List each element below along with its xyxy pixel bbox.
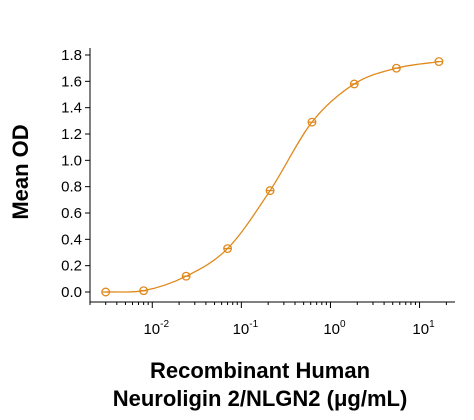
y-axis-ticks: 0.0 0.2 0.4 0.6 0.8 1.0 1.2 1.4 1.6 1.8 [61, 47, 90, 301]
data-point [349, 79, 359, 89]
y-tick-label: 0.0 [61, 284, 82, 301]
data-point [391, 63, 401, 73]
y-tick-label: 0.2 [61, 258, 82, 275]
y-tick-label: 1.2 [61, 126, 82, 143]
y-tick-label: 1.8 [61, 47, 82, 64]
y-tick-label: 1.0 [61, 152, 82, 169]
x-tick-label: 10-1 [233, 319, 259, 338]
data-point [223, 244, 233, 253]
data-point [265, 186, 275, 196]
y-tick-label: 0.4 [61, 231, 82, 248]
data-point [181, 271, 191, 281]
axes [89, 48, 455, 303]
fit-curve-layer [105, 60, 440, 293]
x-axis-ticks: 10-2 10-1 100 101 [89, 302, 447, 338]
x-axis-label-line-2: Neuroligin 2/NLGN2 (μg/mL) [113, 386, 408, 411]
y-tick-label: 1.6 [61, 73, 82, 90]
y-tick-label: 0.6 [61, 205, 82, 222]
fit-curve [105, 60, 440, 293]
y-tick-label: 1.4 [61, 100, 82, 117]
y-tick-label: 0.8 [61, 179, 82, 196]
x-tick-label: 10-2 [143, 319, 169, 338]
data-point [434, 57, 444, 67]
data-point [101, 287, 111, 297]
data-point [139, 286, 149, 296]
x-tick-label: 101 [412, 319, 435, 338]
y-axis-label: Mean OD [8, 124, 33, 219]
x-axis-label-line-1: Recombinant Human [150, 358, 370, 383]
x-tick-label: 100 [323, 319, 346, 338]
data-points-layer [101, 57, 444, 297]
data-point [307, 117, 317, 127]
